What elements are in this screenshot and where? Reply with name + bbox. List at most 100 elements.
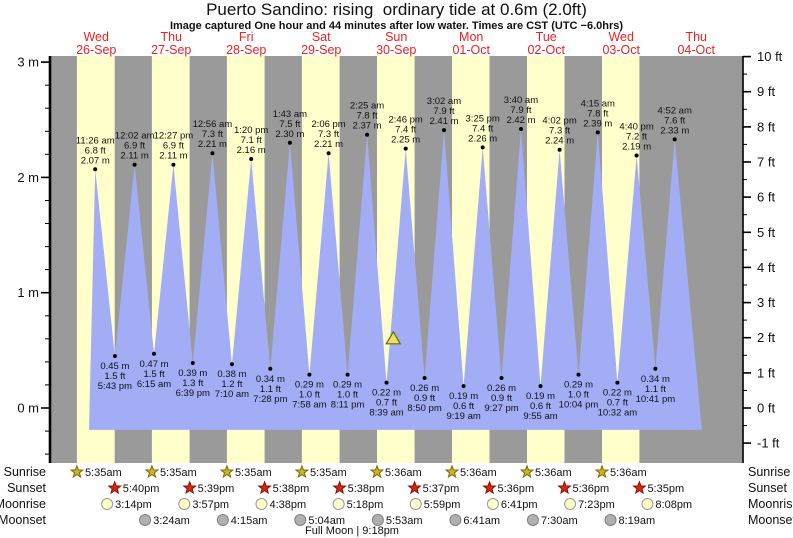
day-weekday-label: Fri bbox=[239, 30, 254, 44]
sunset-star bbox=[107, 480, 122, 495]
low-tide-m: 0.26 m bbox=[410, 383, 439, 394]
sunset-star bbox=[632, 480, 647, 495]
almanac-time: 5:04am bbox=[308, 515, 345, 527]
right-axis-label: 9 ft bbox=[757, 84, 775, 99]
right-axis-label: 2 ft bbox=[757, 330, 775, 345]
sunrise-star bbox=[69, 464, 85, 479]
high-tide-m: 2.42 m bbox=[506, 115, 535, 126]
high-tide-point bbox=[132, 162, 137, 167]
day-date-label: 28-Sep bbox=[226, 43, 266, 57]
high-tide-time: 12:02 am bbox=[115, 131, 155, 142]
low-tide-point bbox=[499, 376, 504, 380]
high-tide-ft: 7.9 ft bbox=[433, 106, 454, 117]
low-tide-point bbox=[653, 366, 658, 371]
low-tide-ft: 0.6 ft bbox=[453, 401, 474, 412]
day-date-label: 27-Sep bbox=[151, 43, 191, 57]
low-tide-time: 8:11 pm bbox=[331, 400, 365, 411]
low-tide-time: 7:58 am bbox=[292, 400, 326, 411]
almanac-time: 5:36am bbox=[460, 467, 497, 479]
low-tide-m: 0.22 m bbox=[603, 388, 632, 399]
high-tide-time: 4:40 pm bbox=[619, 121, 653, 132]
low-tide-ft: 0.7 ft bbox=[376, 398, 397, 409]
high-tide-point bbox=[210, 151, 215, 156]
high-tide-m: 2.07 m bbox=[81, 155, 110, 166]
low-tide-m: 0.47 m bbox=[140, 359, 169, 370]
high-tide-point bbox=[249, 157, 254, 161]
sunrise-star bbox=[294, 464, 310, 479]
low-tide-m: 0.22 m bbox=[372, 388, 401, 399]
high-tide-time: 2:25 am bbox=[350, 101, 384, 112]
sunrise-star bbox=[519, 464, 535, 479]
almanac-time: 5:36am bbox=[385, 467, 422, 479]
high-tide-m: 2.11 m bbox=[159, 151, 187, 162]
day-weekday-label: Sun bbox=[385, 30, 407, 44]
left-axis-label: 1 m bbox=[17, 285, 39, 300]
high-tide-m: 2.21 m bbox=[314, 139, 343, 150]
day-date-label: 29-Sep bbox=[301, 43, 341, 57]
high-tide-m: 2.16 m bbox=[237, 145, 266, 156]
high-tide-m: 2.24 m bbox=[545, 136, 574, 147]
high-tide-ft: 7.3 ft bbox=[318, 129, 339, 140]
low-tide-point bbox=[538, 384, 543, 389]
day-weekday-label: Wed bbox=[83, 30, 109, 44]
high-tide-ft: 7.2 ft bbox=[626, 131, 647, 142]
high-tide-time: 12:56 am bbox=[193, 119, 233, 130]
almanac-time: 5:37pm bbox=[423, 483, 460, 495]
almanac-row-label-right: Moonrise bbox=[748, 497, 793, 511]
low-tide-m: 0.45 m bbox=[100, 361, 129, 372]
high-tide-ft: 6.8 ft bbox=[85, 145, 106, 156]
low-tide-ft: 1.0 ft bbox=[568, 390, 589, 401]
moonrise-circle bbox=[101, 498, 114, 510]
almanac-time: 5:35am bbox=[235, 467, 272, 479]
almanac-time: 5:53am bbox=[386, 515, 423, 527]
low-tide-time: 10:41 pm bbox=[636, 394, 676, 405]
high-tide-point bbox=[403, 146, 408, 151]
low-tide-ft: 0.9 ft bbox=[414, 393, 435, 404]
almanac-time: 5:39pm bbox=[198, 483, 235, 495]
right-axis-label: -1 ft bbox=[757, 436, 780, 451]
day-weekday-label: Thu bbox=[685, 30, 707, 44]
high-tide-point bbox=[93, 167, 98, 172]
low-tide-point bbox=[384, 380, 389, 385]
right-axis-label: 7 ft bbox=[757, 154, 775, 169]
high-tide-point bbox=[365, 132, 370, 137]
low-tide-point bbox=[345, 372, 350, 377]
high-tide-point bbox=[480, 145, 485, 150]
high-tide-m: 2.26 m bbox=[468, 133, 497, 144]
sunrise-star bbox=[144, 464, 160, 479]
day-weekday-label: Mon bbox=[459, 30, 483, 44]
low-tide-ft: 0.7 ft bbox=[607, 398, 628, 409]
right-axis-label: 5 ft bbox=[757, 225, 775, 240]
sunset-star bbox=[557, 480, 572, 495]
low-tide-m: 0.19 m bbox=[449, 391, 478, 402]
low-tide-m: 0.19 m bbox=[526, 391, 555, 402]
almanac-time: 5:36am bbox=[535, 467, 572, 479]
tide-curve bbox=[89, 129, 702, 430]
low-tide-ft: 1.0 ft bbox=[299, 390, 320, 401]
day-date-label: 04-Oct bbox=[677, 43, 715, 57]
low-tide-m: 0.29 m bbox=[295, 380, 324, 391]
high-tide-time: 11:26 am bbox=[76, 135, 115, 146]
sunset-star bbox=[257, 480, 272, 495]
day-weekday-label: Tue bbox=[536, 30, 557, 44]
low-tide-ft: 1.2 ft bbox=[221, 379, 242, 390]
moonset-circle bbox=[371, 514, 384, 526]
high-tide-m: 2.25 m bbox=[391, 135, 420, 146]
sunset-star bbox=[407, 480, 422, 495]
moonrise-circle bbox=[178, 498, 191, 510]
current-tide-marker bbox=[385, 330, 402, 345]
high-tide-ft: 7.1 ft bbox=[241, 135, 262, 146]
low-tide-point bbox=[112, 354, 117, 359]
low-tide-m: 0.39 m bbox=[178, 368, 207, 379]
high-tide-time: 1:43 am bbox=[273, 109, 307, 120]
almanac-time: 5:59pm bbox=[424, 499, 461, 511]
low-tide-time: 9:27 pm bbox=[484, 403, 518, 414]
right-axis-label: 3 ft bbox=[757, 295, 775, 310]
high-tide-ft: 7.4 ft bbox=[395, 125, 416, 136]
high-tide-m: 2.39 m bbox=[583, 118, 612, 129]
low-tide-time: 6:15 am bbox=[137, 379, 171, 390]
sunset-star bbox=[332, 480, 347, 495]
sunrise-star bbox=[219, 464, 235, 479]
sunrise-star bbox=[369, 464, 385, 479]
